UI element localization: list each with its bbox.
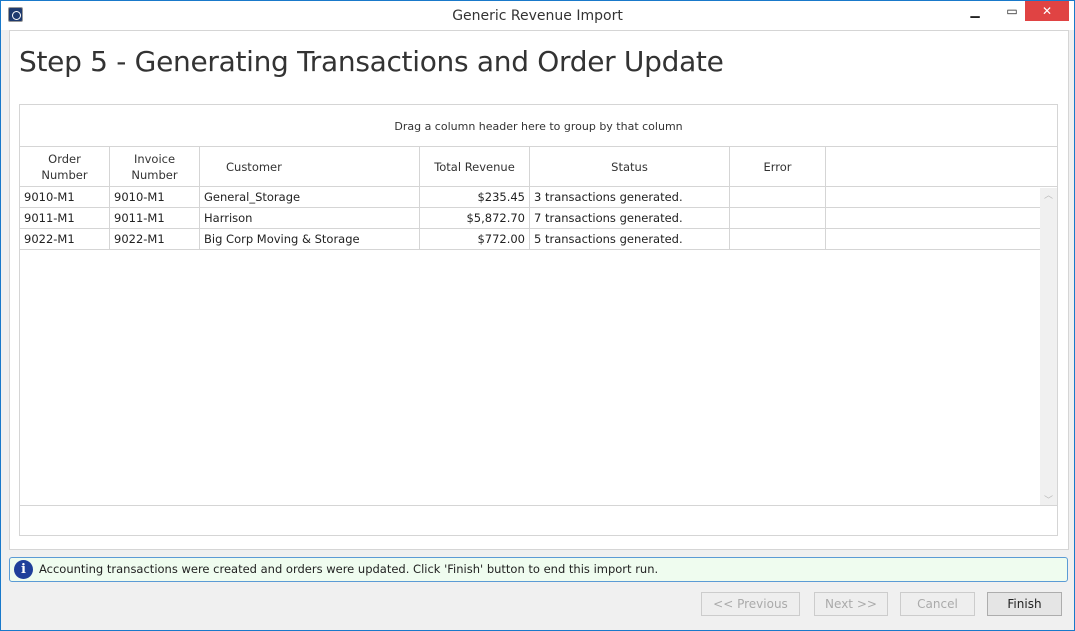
status-message-bar: i Accounting transactions were created a… (9, 557, 1068, 582)
cell-invoice-number[interactable]: 9011-M1 (110, 208, 200, 228)
column-header-error[interactable]: Error (730, 147, 826, 186)
cell-filler (826, 187, 1041, 207)
cell-customer[interactable]: General_Storage (200, 187, 420, 207)
cell-error[interactable] (730, 229, 826, 249)
cell-filler (826, 229, 1041, 249)
cell-status[interactable]: 3 transactions generated. (530, 187, 730, 207)
data-grid: Drag a column header here to group by th… (19, 104, 1058, 536)
cell-status[interactable]: 5 transactions generated. (530, 229, 730, 249)
title-bar: Generic Revenue Import ▁ ▭ ✕ (1, 1, 1074, 30)
group-panel[interactable]: Drag a column header here to group by th… (20, 105, 1057, 147)
table-row[interactable]: 9010-M1 9010-M1 General_Storage $235.45 3 tr… (20, 187, 1041, 208)
window-title: Generic Revenue Import (452, 8, 623, 24)
cell-customer[interactable]: Big Corp Moving & Storage (200, 229, 420, 249)
cell-status[interactable]: 7 transactions generated. (530, 208, 730, 228)
cell-total-revenue[interactable]: $772.00 (420, 229, 530, 249)
vertical-scrollbar[interactable]: ︿ ﹀ (1040, 188, 1057, 506)
cell-total-revenue[interactable]: $235.45 (420, 187, 530, 207)
next-button[interactable]: Next >> (814, 592, 888, 616)
cell-invoice-number[interactable]: 9010-M1 (110, 187, 200, 207)
app-icon[interactable] (8, 7, 23, 22)
cell-error[interactable] (730, 187, 826, 207)
table-row[interactable]: 9022-M1 9022-M1 Big Corp Moving & Storage $… (20, 229, 1041, 250)
maximize-button[interactable]: ▭ (1006, 4, 1018, 18)
cell-filler (826, 208, 1041, 228)
table-row[interactable]: 9011-M1 9011-M1 Harrison $5,872.70 7 transac… (20, 208, 1041, 229)
column-header-invoice-number[interactable]: Invoice Number (110, 147, 200, 186)
minimize-button[interactable]: ▁ (970, 4, 980, 18)
column-header-order-number[interactable]: Order Number (20, 147, 110, 186)
cell-invoice-number[interactable]: 9022-M1 (110, 229, 200, 249)
scroll-down-icon[interactable]: ﹀ (1043, 496, 1053, 506)
column-header-total-revenue[interactable]: Total Revenue (420, 147, 530, 186)
cell-error[interactable] (730, 208, 826, 228)
grid-header: Order Number Invoice Number Customer Tot… (20, 147, 1057, 187)
cancel-button[interactable]: Cancel (900, 592, 975, 616)
previous-button[interactable]: << Previous (701, 592, 800, 616)
column-header-status[interactable]: Status (530, 147, 730, 186)
cell-order-number[interactable]: 9022-M1 (20, 229, 110, 249)
finish-button[interactable]: Finish (987, 592, 1062, 616)
column-header-filler (826, 147, 1057, 186)
cell-order-number[interactable]: 9011-M1 (20, 208, 110, 228)
grid-footer (20, 505, 1057, 535)
close-button[interactable]: ✕ (1025, 1, 1069, 21)
info-icon: i (14, 560, 33, 579)
cell-total-revenue[interactable]: $5,872.70 (420, 208, 530, 228)
cell-customer[interactable]: Harrison (200, 208, 420, 228)
page-title: Step 5 - Generating Transactions and Ord… (19, 45, 724, 78)
scroll-up-icon[interactable]: ︿ (1043, 191, 1053, 201)
status-message: Accounting transactions were created and… (39, 562, 659, 576)
cell-order-number[interactable]: 9010-M1 (20, 187, 110, 207)
column-header-customer[interactable]: Customer (200, 147, 420, 186)
